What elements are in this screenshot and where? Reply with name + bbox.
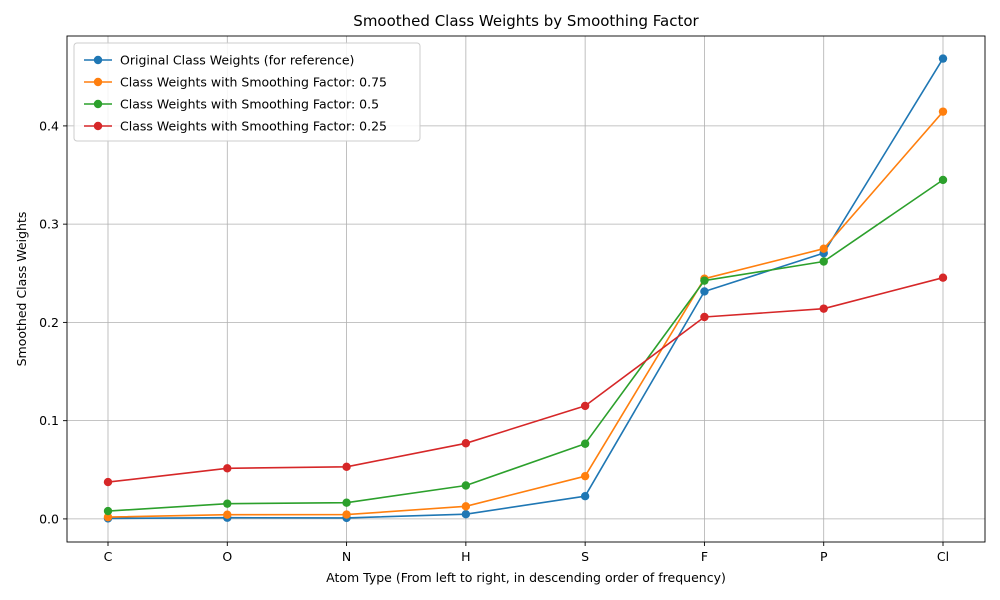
chart-title: Smoothed Class Weights by Smoothing Fact… xyxy=(353,12,699,30)
data-point xyxy=(700,312,709,322)
x-tick-label: F xyxy=(701,549,708,564)
series-4 xyxy=(103,273,948,487)
data-point xyxy=(819,304,828,313)
y-tick-label: 0.0 xyxy=(39,511,59,526)
data-point xyxy=(461,509,471,519)
x-tick-label: O xyxy=(222,549,232,564)
series-line xyxy=(107,179,944,512)
data-point xyxy=(938,54,948,63)
x-tick-label: Cl xyxy=(937,549,949,564)
data-point xyxy=(223,464,232,473)
legend-item: Original Class Weights (for reference) xyxy=(84,53,354,68)
series-line xyxy=(107,58,944,520)
data-point xyxy=(103,512,113,522)
plot-frame xyxy=(66,35,986,543)
data-point xyxy=(938,107,948,116)
y-tick-label: 0.4 xyxy=(39,118,59,133)
y-axis-ticks: 0.0 0.1 0.2 0.3 0.4 xyxy=(39,118,67,526)
y-tick-label: 0.3 xyxy=(39,217,59,232)
data-point xyxy=(103,506,113,516)
legend: Original Class Weights (for reference) Cl… xyxy=(73,42,421,142)
legend-item: Class Weights with Smoothing Factor: 0.5 xyxy=(84,97,379,112)
x-axis-ticks: C O N H S F P Cl xyxy=(104,542,949,564)
series-layer xyxy=(103,54,948,523)
legend-marker xyxy=(93,77,103,87)
data-point xyxy=(223,499,232,508)
legend-label: Class Weights with Smoothing Factor: 0.2… xyxy=(120,119,387,134)
legend-marker xyxy=(93,121,103,131)
legend-marker xyxy=(93,99,103,109)
legend-label: Original Class Weights (for reference) xyxy=(120,53,354,68)
x-axis-label: Atom Type (From left to right, in descen… xyxy=(326,570,726,585)
data-point xyxy=(103,477,113,487)
data-point xyxy=(700,287,709,296)
y-tick-label: 0.2 xyxy=(39,315,59,330)
legend-box xyxy=(73,42,421,142)
series-3 xyxy=(103,175,948,516)
data-point xyxy=(461,481,471,490)
x-tick-label: P xyxy=(820,549,828,564)
data-point xyxy=(938,175,948,185)
data-point xyxy=(938,273,948,282)
data-point xyxy=(700,276,709,285)
legend-label: Class Weights with Smoothing Factor: 0.7… xyxy=(120,75,387,90)
legend-label: Class Weights with Smoothing Factor: 0.5 xyxy=(120,97,379,112)
data-point xyxy=(223,510,232,519)
series-line xyxy=(107,276,944,483)
x-tick-label: C xyxy=(104,549,113,564)
series-line xyxy=(107,111,944,518)
data-point xyxy=(461,439,471,448)
x-tick-label: S xyxy=(581,549,589,564)
data-point xyxy=(342,498,351,507)
legend-item: Class Weights with Smoothing Factor: 0.7… xyxy=(84,75,387,90)
x-tick-label: H xyxy=(461,549,470,564)
y-tick-label: 0.1 xyxy=(39,413,59,428)
x-tick-label: N xyxy=(342,549,351,564)
data-point xyxy=(580,439,590,448)
legend-marker xyxy=(93,55,103,65)
data-point xyxy=(819,244,828,253)
data-point xyxy=(342,462,351,472)
data-point xyxy=(819,257,828,266)
data-point xyxy=(461,502,471,511)
data-point xyxy=(580,401,590,411)
y-axis-label: Smoothed Class Weights xyxy=(14,212,29,367)
legend-item: Class Weights with Smoothing Factor: 0.2… xyxy=(84,119,387,134)
data-point xyxy=(580,492,590,501)
data-point xyxy=(580,471,590,481)
data-point xyxy=(342,510,351,519)
